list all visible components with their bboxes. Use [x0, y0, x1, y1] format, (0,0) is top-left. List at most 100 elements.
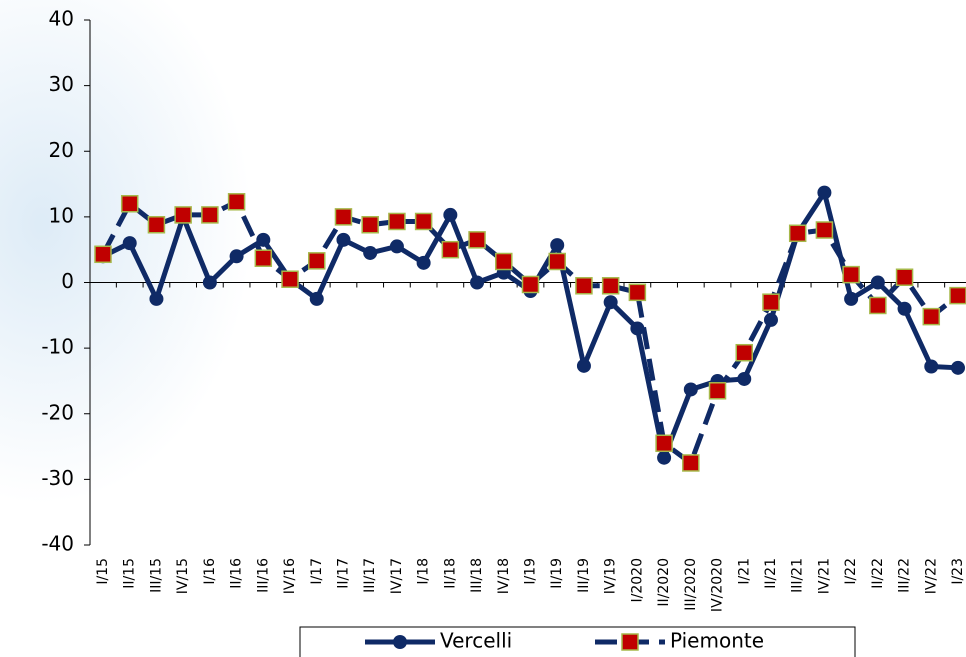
- point: [788, 224, 807, 243]
- x-tick-label: II/17: [335, 558, 351, 589]
- y-tick-label: 30: [49, 72, 74, 96]
- x-tick-label: I/2020: [629, 558, 645, 602]
- x-tick-label: I/21: [736, 558, 752, 585]
- x-tick-label: I/16: [202, 558, 218, 585]
- x-tick-label: IV/21: [816, 558, 832, 594]
- point: [575, 277, 593, 295]
- x-tick-label: III/22: [897, 558, 913, 593]
- point: [949, 286, 966, 305]
- point: [336, 232, 351, 247]
- point: [361, 216, 379, 234]
- x-tick-label: II/15: [122, 558, 138, 589]
- series-line: [100, 199, 960, 466]
- x-tick-label: II/16: [229, 558, 245, 589]
- point: [174, 206, 192, 224]
- x-tick-label: III/16: [255, 558, 271, 593]
- point: [468, 231, 486, 249]
- y-tick-label: -10: [41, 335, 74, 359]
- point: [308, 252, 326, 270]
- legend-label: Piemonte: [670, 629, 764, 653]
- point: [951, 360, 965, 375]
- point: [844, 291, 859, 306]
- point: [601, 277, 620, 295]
- point: [708, 382, 727, 400]
- legend-label: Vercelli: [440, 629, 512, 653]
- point: [657, 450, 672, 465]
- point: [470, 275, 485, 290]
- y-tick-label: 0: [61, 269, 74, 293]
- legend-marker: [393, 635, 407, 649]
- point: [229, 249, 244, 264]
- point: [414, 212, 433, 231]
- point: [922, 307, 941, 326]
- point: [869, 296, 887, 315]
- point: [897, 301, 912, 316]
- x-tick-label: IV/17: [389, 558, 405, 594]
- point: [256, 232, 271, 247]
- point: [895, 268, 914, 286]
- x-tick-label: I/22: [843, 558, 859, 585]
- point: [576, 358, 591, 373]
- point: [441, 240, 460, 259]
- x-tick-label: I/23: [950, 558, 966, 585]
- point: [682, 454, 700, 472]
- point: [416, 255, 431, 270]
- x-tick-label: III/2020: [683, 558, 699, 611]
- point: [548, 252, 566, 271]
- point: [388, 212, 406, 231]
- x-tick-label: IV/2020: [710, 558, 726, 612]
- x-tick-label: I/19: [523, 558, 539, 585]
- point: [443, 207, 458, 222]
- x-tick-label: III/17: [362, 558, 378, 593]
- y-tick-label: 40: [49, 7, 74, 31]
- x-tick-label: IV/18: [496, 558, 512, 594]
- x-tick-label: III/21: [790, 558, 806, 593]
- point: [924, 359, 939, 374]
- x-tick-label: IV/16: [282, 558, 298, 594]
- point: [389, 239, 404, 254]
- point: [737, 371, 752, 386]
- point: [149, 291, 164, 306]
- x-tick-label: II/22: [870, 558, 886, 589]
- point: [120, 195, 139, 213]
- point: [842, 265, 860, 284]
- x-tick-label: III/19: [576, 558, 592, 593]
- point: [281, 270, 299, 288]
- y-tick-label: -30: [41, 466, 74, 490]
- point: [628, 283, 647, 302]
- point: [122, 236, 137, 251]
- point: [870, 275, 885, 290]
- point: [815, 221, 834, 239]
- y-tick-label: -20: [41, 400, 74, 424]
- x-tick-label: I/17: [309, 558, 325, 585]
- y-tick-label: 20: [49, 138, 74, 162]
- point: [762, 293, 780, 311]
- x-tick-label: III/15: [148, 558, 164, 593]
- point: [495, 252, 513, 271]
- point: [683, 382, 698, 397]
- x-tick-label: IV/22: [923, 558, 939, 594]
- x-tick-label: II/21: [763, 558, 779, 589]
- point: [254, 249, 273, 267]
- x-tick-label: II/2020: [656, 558, 672, 607]
- point: [202, 275, 217, 290]
- point: [735, 343, 753, 362]
- point: [630, 321, 645, 336]
- point: [227, 193, 246, 211]
- point: [521, 275, 540, 294]
- x-tick-label: I/18: [416, 558, 432, 585]
- point: [147, 216, 166, 234]
- point: [763, 312, 778, 327]
- point: [309, 291, 324, 306]
- legend-marker: [621, 633, 639, 651]
- y-tick-label: -40: [41, 532, 74, 556]
- point: [94, 245, 112, 264]
- point: [334, 208, 353, 226]
- point: [201, 206, 219, 224]
- x-tick-label: III/18: [469, 558, 485, 593]
- x-tick-label: I/15: [95, 558, 111, 585]
- x-tick-label: II/19: [549, 558, 565, 589]
- point: [817, 185, 832, 200]
